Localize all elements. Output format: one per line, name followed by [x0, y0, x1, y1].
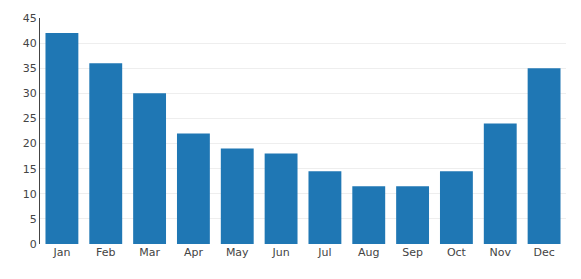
svg-text:30: 30: [23, 87, 37, 100]
svg-text:Apr: Apr: [184, 246, 204, 259]
svg-text:15: 15: [23, 163, 37, 176]
svg-text:Jan: Jan: [52, 246, 70, 259]
svg-text:Sep: Sep: [402, 246, 423, 259]
svg-text:5: 5: [30, 213, 37, 226]
svg-text:Jun: Jun: [271, 246, 289, 259]
svg-text:25: 25: [23, 112, 37, 125]
svg-text:Mar: Mar: [139, 246, 160, 259]
svg-text:May: May: [226, 246, 249, 259]
svg-text:Nov: Nov: [490, 246, 512, 259]
svg-text:20: 20: [23, 137, 37, 150]
svg-text:Oct: Oct: [447, 246, 467, 259]
svg-text:Dec: Dec: [533, 246, 554, 259]
svg-text:Feb: Feb: [96, 246, 115, 259]
svg-text:45: 45: [23, 12, 37, 25]
svg-text:Jul: Jul: [317, 246, 331, 259]
svg-text:10: 10: [23, 188, 37, 201]
svg-text:Aug: Aug: [358, 246, 379, 259]
svg-text:35: 35: [23, 62, 37, 75]
svg-text:0: 0: [30, 238, 37, 251]
svg-text:40: 40: [23, 37, 37, 50]
